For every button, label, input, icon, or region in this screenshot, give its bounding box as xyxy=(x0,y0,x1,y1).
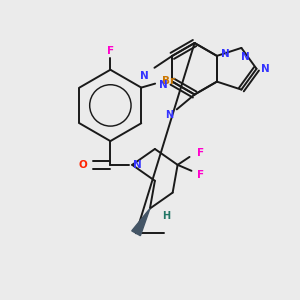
Text: F: F xyxy=(107,46,114,56)
Text: F: F xyxy=(197,148,204,158)
Text: O: O xyxy=(78,160,87,170)
Polygon shape xyxy=(132,208,150,236)
Text: N: N xyxy=(159,80,168,90)
Text: N: N xyxy=(140,71,149,81)
Text: N: N xyxy=(241,52,250,62)
Text: F: F xyxy=(197,170,204,180)
Text: H: H xyxy=(162,212,170,221)
Text: Br: Br xyxy=(162,76,176,85)
Text: N: N xyxy=(261,64,270,74)
Text: N: N xyxy=(165,110,173,120)
Text: N: N xyxy=(221,49,230,59)
Text: N: N xyxy=(133,160,142,170)
